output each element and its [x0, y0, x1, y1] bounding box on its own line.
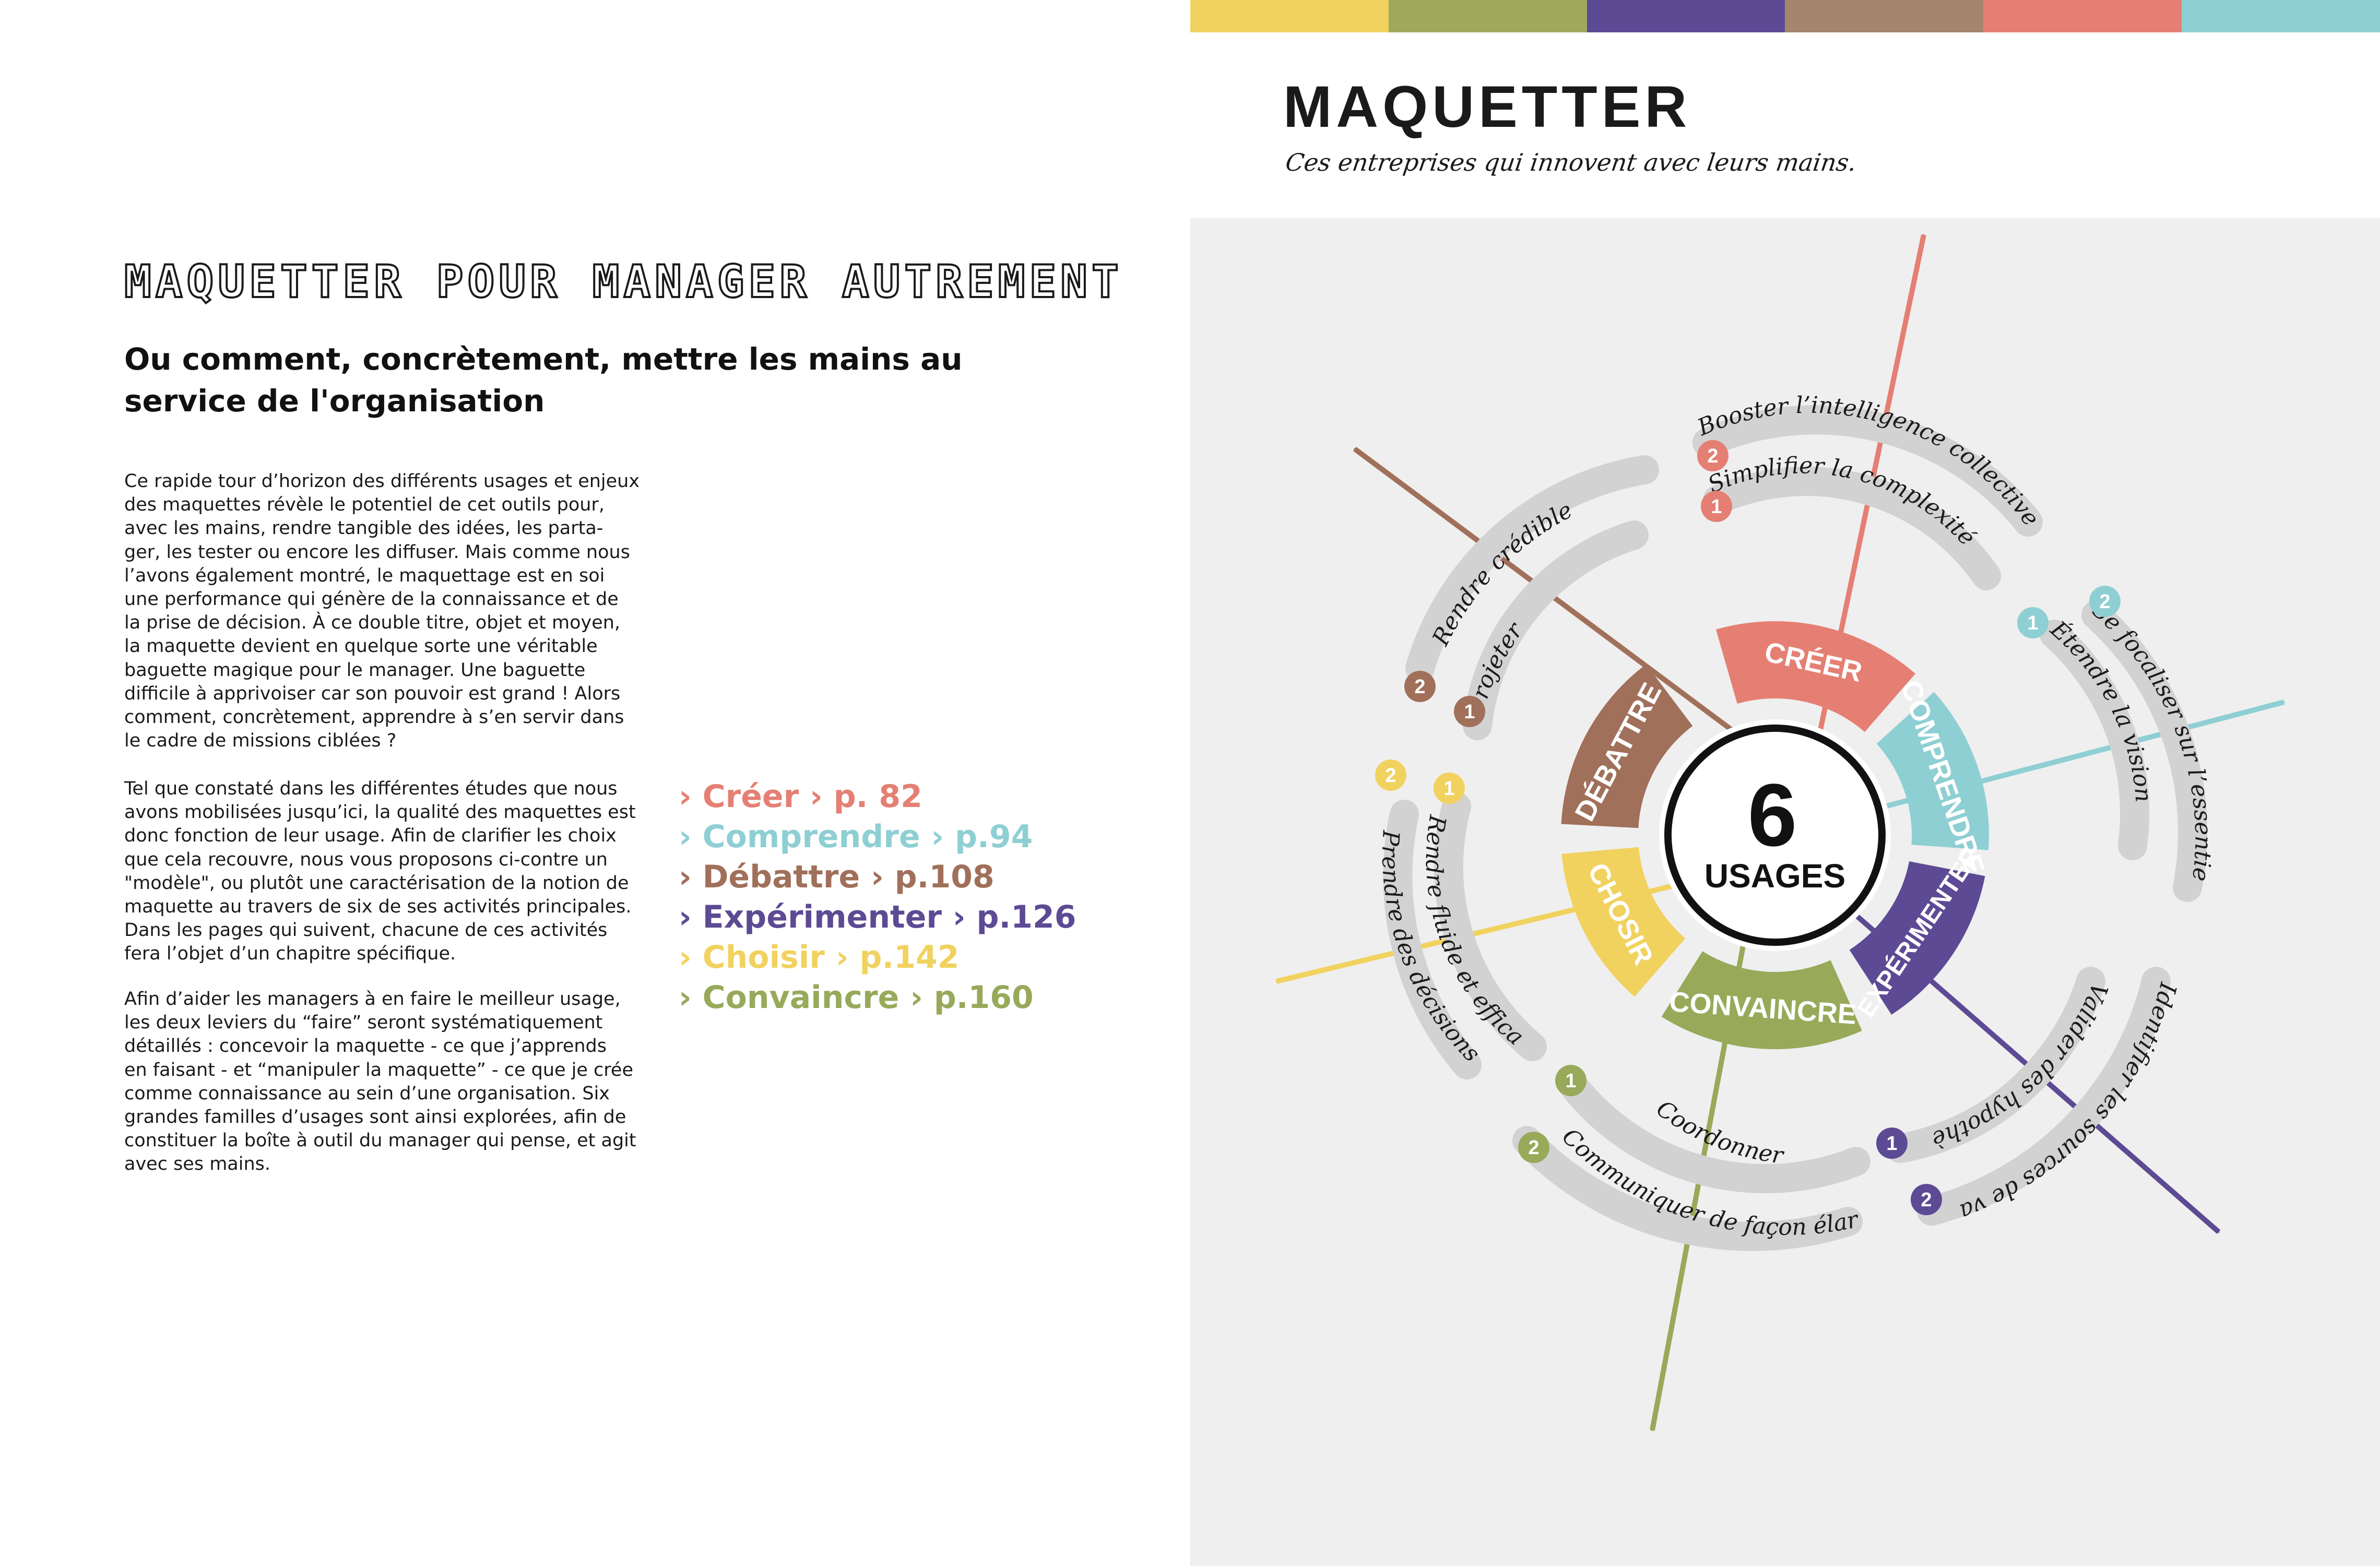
badge-creer-1 [1701, 491, 1732, 522]
usage-segment-choisir [1561, 847, 1686, 997]
badge-comprendre-1-label: 1 [2027, 612, 2038, 634]
lever-bands [1383, 405, 2208, 1251]
usage-segment-experimenter [1849, 861, 1985, 1015]
badge-convaincre-1-label: 1 [1565, 1070, 1576, 1092]
badge-comprendre-2-label: 2 [2099, 591, 2110, 613]
arrow-debattre [1353, 446, 1777, 765]
paragraph-line: la maquette devient en quelque sorte une… [124, 636, 598, 657]
paragraph-line: fera l’objet d’un chapitre spécifique. [124, 943, 456, 965]
usage-segment-comprendre [1876, 692, 1989, 850]
paragraph-line: grandes familles d’usages sont ainsi exp… [124, 1107, 626, 1128]
paragraph-line: baguette magique pour le manager. Une ba… [124, 659, 586, 681]
paragraph-line: que cela recouvre, nous vous proposons c… [124, 849, 608, 870]
paragraph-line: Dans les pages qui suivent, chacune de c… [124, 920, 608, 941]
chapter-link-comprendre[interactable]: › Comprendre › p.94 [679, 818, 1033, 855]
chapter-link-debattre[interactable]: › Débattre › p.108 [679, 859, 994, 895]
badge-debattre-2-label: 2 [1414, 676, 1425, 698]
chapter-link-choisir[interactable]: › Choisir › p.142 [679, 939, 960, 976]
badge-creer-2-label: 2 [1707, 445, 1718, 467]
badge-experimenter-2 [1911, 1184, 1942, 1215]
paragraph-line: maquette au travers de six de ses activi… [124, 896, 632, 918]
color-band-segment [1388, 0, 1587, 32]
badge-creer-2 [1697, 440, 1728, 471]
paragraph-line: Tel que constaté dans les différentes ét… [124, 778, 618, 799]
paragraph-line: donc fonction de leur usage. Afin de cla… [124, 825, 617, 847]
paragraph-line: Ce rapide tour d’horizon des différents … [124, 471, 640, 492]
chapter-link-convaincre[interactable]: › Convaincre › p.160 [679, 979, 1034, 1016]
usage-segment-debattre [1561, 664, 1693, 828]
chapter-link-experimenter[interactable]: › Expérimenter › p.126 [679, 899, 1076, 935]
paragraph-line: une performance qui génère de la connais… [124, 589, 619, 610]
paragraph-line: difficile à apprivoiser car son pouvoir … [124, 683, 621, 704]
badge-experimenter-2-label: 2 [1921, 1189, 1932, 1211]
badge-comprendre-1 [2017, 607, 2049, 638]
paragraph-line: les deux leviers du “faire” seront systé… [124, 1012, 603, 1034]
usage-segment-convaincre [1661, 951, 1862, 1049]
intro-paragraph: Ce rapide tour d’horizon des différents … [124, 470, 658, 753]
paragraph-line: avec les mains, rendre tangible des idée… [124, 518, 603, 539]
brand-title: MAQUETTER [1283, 74, 1691, 139]
color-band-segment [1586, 0, 1785, 32]
usage-segment-creer [1715, 621, 1915, 732]
lever-rendre-fluide: Rendre fluide et efficace [1190, 0, 1529, 1051]
paragraph-line: des maquettes révèle le potentiel de cet… [124, 494, 605, 516]
badge-comprendre-2 [2089, 586, 2121, 617]
usage-ring: CRÉERCOMPRENDREEXPÉRIMENTERCONVAINCRECHO… [1561, 621, 1991, 1049]
paragraph-line: l’avons également montré, le maquettage … [124, 565, 605, 586]
paragraph-line: Afin d’aider les managers à en faire le … [124, 989, 621, 1010]
badge-debattre-2 [1404, 671, 1436, 702]
color-band-segment [1190, 0, 1389, 32]
badge-choisir-2-label: 2 [1385, 765, 1396, 787]
color-band [1190, 0, 2380, 32]
paragraph-line: comment, concrètement, apprendre à s’en … [124, 707, 624, 728]
header: MAQUETTER Ces entreprises qui innovent a… [1190, 0, 2380, 218]
right-page: MAQUETTER Ces entreprises qui innovent a… [1190, 0, 2380, 1566]
chapter-link-creer[interactable]: › Créer › p. 82 [679, 778, 922, 815]
badge-convaincre-2 [1518, 1132, 1549, 1163]
paragraph-line: "modèle", ou plutôt une caractérisation … [124, 872, 629, 894]
badge-choisir-1 [1434, 773, 1465, 804]
paragraph-line: le cadre de missions ciblées ? [124, 730, 397, 752]
paragraph-line: constituer la boîte à outil du manager q… [124, 1130, 636, 1152]
paragraph-line: avons mobilisées jusqu’ici, la qualité d… [124, 802, 636, 823]
badge-convaincre-1 [1555, 1065, 1586, 1096]
badge-experimenter-1-label: 1 [1886, 1133, 1897, 1155]
badge-debattre-1 [1454, 696, 1485, 727]
chapter-index: › Créer › p. 82 › Comprendre › p.94 › Dé… [679, 777, 1076, 1018]
color-band-segment [1983, 0, 2182, 32]
section-subtitle: Ou comment, concrètement, mettre les mai… [124, 341, 963, 419]
left-page: MAQUETTER POUR MANAGER AUTREMENT Ou comm… [123, 255, 1123, 1177]
badge-choisir-1-label: 1 [1443, 778, 1454, 800]
color-band-segment [2182, 0, 2380, 32]
color-band-segment [1785, 0, 1984, 32]
badge-experimenter-1 [1876, 1128, 1908, 1159]
center-label: USAGES [1704, 857, 1845, 895]
paragraph-line: comme connaissance au sein d’une organis… [124, 1083, 610, 1104]
badge-choisir-2 [1375, 760, 1406, 791]
badge-debattre-1-label: 1 [1464, 701, 1475, 723]
center-ring [1664, 725, 1886, 946]
model-paragraph: Tel que constaté dans les différentes ét… [124, 777, 658, 966]
usages-diagram: CRÉERCOMPRENDREEXPÉRIMENTERCONVAINCRECHO… [1190, 0, 2380, 1566]
paragraph-line: avec ses mains. [124, 1154, 270, 1175]
paragraph-line: détaillés : concevoir la maquette - ce q… [124, 1036, 607, 1057]
paragraph-line: en faisant - et “manipuler la maquette” … [124, 1059, 633, 1081]
center-number: 6 [1748, 766, 1797, 865]
badge-creer-1-label: 1 [1711, 496, 1722, 518]
center-disc [1659, 719, 1891, 951]
paragraph-line: ger, les tester ou encore les diffuser. … [124, 541, 630, 563]
section-title: MAQUETTER POUR MANAGER AUTREMENT [123, 255, 1123, 309]
paragraph-line: la prise de décision. À ce double titre,… [124, 612, 621, 634]
managers-paragraph: Afin d’aider les managers à en faire le … [124, 988, 658, 1177]
badge-convaincre-2-label: 2 [1528, 1137, 1539, 1159]
